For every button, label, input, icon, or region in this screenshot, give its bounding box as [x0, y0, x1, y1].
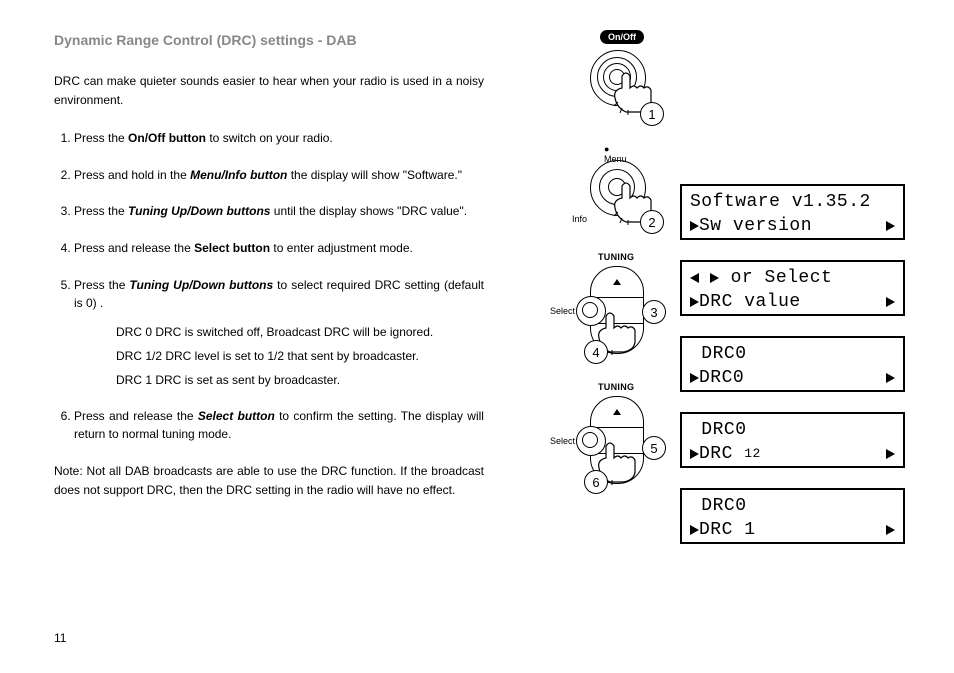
lcd-column: Software v1.35.2 Sw version or Select DR… — [680, 184, 905, 564]
arrow-up-icon — [613, 279, 621, 285]
instructions-column: Dynamic Range Control (DRC) settings - D… — [54, 32, 484, 499]
callout-5: 5 — [642, 436, 666, 460]
arrow-right-icon — [690, 525, 699, 535]
info-label: Info — [572, 214, 587, 224]
callout-1: 1 — [640, 102, 664, 126]
step-3: Press the Tuning Up/Down buttons until t… — [74, 202, 484, 221]
arrow-right-icon — [886, 221, 895, 231]
note-text: Note: Not all DAB broadcasts are able to… — [54, 462, 484, 499]
step-6: Press and release the Select button to c… — [74, 407, 484, 444]
lcd-display-4: DRC0 DRC 12 — [680, 412, 905, 468]
callout-4: 4 — [584, 340, 608, 364]
steps-list: Press the On/Off button to switch on you… — [54, 129, 484, 444]
lcd-display-3: DRC0 DRC0 — [680, 336, 905, 392]
page-title: Dynamic Range Control (DRC) settings - D… — [54, 32, 484, 48]
tuning-label: TUNING — [598, 252, 634, 262]
arrow-right-icon — [886, 525, 895, 535]
lcd-display-2: or Select DRC value — [680, 260, 905, 316]
lcd-display-5: DRC0 DRC 1 — [680, 488, 905, 544]
arrow-right-icon — [690, 373, 699, 383]
callout-2: 2 — [640, 210, 664, 234]
callout-6: 6 — [584, 470, 608, 494]
arrow-right-icon — [690, 221, 699, 231]
step-2: Press and hold in the Menu/Info button t… — [74, 166, 484, 185]
step-1: Press the On/Off button to switch on you… — [74, 129, 484, 148]
arrow-right-icon — [690, 297, 699, 307]
onoff-label: On/Off — [600, 30, 644, 44]
step-4: Press and release the Select button to e… — [74, 239, 484, 258]
select-label: Select — [550, 306, 575, 316]
callout-3: 3 — [642, 300, 666, 324]
arrow-right-icon — [886, 373, 895, 383]
arrow-left-icon — [690, 273, 699, 283]
step-5-sublist: DRC 0 DRC is switched off, Broadcast DRC… — [116, 323, 484, 389]
lcd-display-1: Software v1.35.2 Sw version — [680, 184, 905, 240]
page-number: 11 — [54, 631, 66, 645]
arrow-right-icon — [710, 273, 719, 283]
arrow-right-icon — [690, 449, 699, 459]
select-label: Select — [550, 436, 575, 446]
intro-text: DRC can make quieter sounds easier to he… — [54, 72, 484, 109]
step-5: Press the Tuning Up/Down buttons to sele… — [74, 276, 484, 389]
tuning-label: TUNING — [598, 382, 634, 392]
arrow-up-icon — [613, 409, 621, 415]
arrow-right-icon — [886, 449, 895, 459]
arrow-right-icon — [886, 297, 895, 307]
